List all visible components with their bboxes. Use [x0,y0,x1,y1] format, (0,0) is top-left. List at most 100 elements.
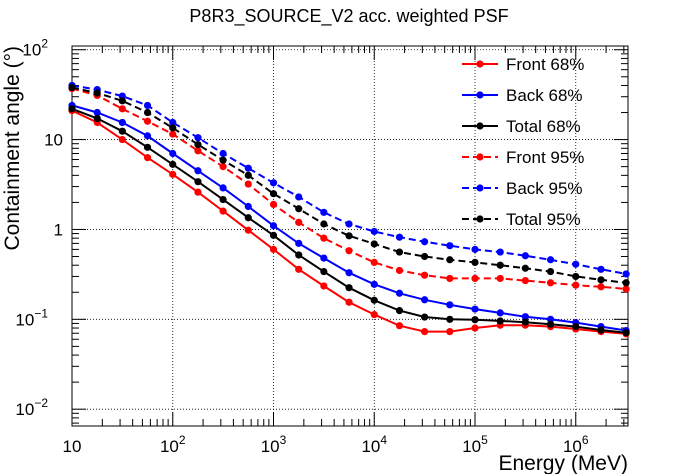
legend-marker [476,122,484,130]
legend-label: Back 68% [506,86,583,105]
data-point [320,234,328,242]
data-point [345,220,353,228]
data-point [68,105,76,113]
data-point [169,118,177,127]
data-point [169,149,177,158]
data-point [269,231,278,239]
legend-label: Front 68% [506,55,584,74]
chart-title: P8R3_SOURCE_V2 acc. weighted PSF [189,6,508,27]
data-point [370,227,378,236]
data-point [143,117,152,125]
data-point [244,202,252,211]
data-point [244,180,252,188]
data-point [471,316,479,324]
legend-label: Front 95% [506,148,584,167]
x-tick-label: 106 [563,433,589,456]
data-point [295,251,303,259]
series-layer [68,81,630,338]
data-point [295,205,303,213]
data-point [244,214,252,222]
y-axis-label: Containment angle (°) [1,46,24,251]
data-point [395,233,404,241]
data-point [420,252,429,261]
data-point [622,270,630,278]
data-point [219,163,227,171]
data-point [597,265,605,273]
legend-marker [476,91,484,99]
data-point [295,193,303,201]
data-point [496,248,504,256]
data-point [420,313,429,321]
data-point [370,280,378,288]
data-point [345,298,353,306]
data-point [446,301,454,309]
y-tick-label: 10−1 [15,306,48,329]
data-point [446,256,454,264]
data-point [143,154,152,162]
data-point [118,135,126,144]
data-point [521,313,529,321]
data-point [194,147,202,155]
data-point [572,322,580,331]
data-point [395,266,404,275]
legend-marker [476,215,484,223]
data-point [143,108,152,117]
legend-label: Total 68% [506,117,581,136]
data-point [194,134,202,142]
data-point [395,307,404,315]
data-point [446,274,454,283]
data-point [345,232,353,240]
y-tick-label: 102 [22,37,48,60]
legend-marker [476,60,484,68]
data-point [420,328,429,336]
data-point [295,265,303,273]
data-point [546,315,555,323]
data-point [194,167,202,175]
data-point [471,274,479,283]
x-tick-label: 10 [63,437,82,456]
data-point [521,264,529,272]
data-point [219,149,227,158]
data-point [496,274,504,283]
data-point [420,296,429,304]
data-point [446,315,454,323]
data-point [546,267,555,276]
data-point [471,258,479,266]
y-tick-labels: 10−2 10−1 1 10 102 [15,37,63,419]
data-point [143,132,152,140]
legend-label: Total 95% [506,210,581,229]
data-point [143,143,152,151]
data-point [219,207,227,215]
legend-label: Back 95% [506,179,583,198]
data-point [521,318,529,326]
data-point [572,260,580,268]
data-point [572,281,580,289]
data-point [471,245,479,253]
legend-item: Total 95% [462,210,581,229]
x-tick-label: 104 [361,433,387,456]
data-point [320,267,328,276]
data-point [370,258,378,266]
data-point [597,276,605,284]
data-point [446,242,454,250]
data-point [521,276,529,285]
data-point [370,310,378,319]
data-point [622,285,630,293]
data-point [597,326,605,334]
data-point [118,97,126,105]
data-point [420,271,429,279]
data-point [597,283,605,291]
data-point [471,324,479,332]
data-point [446,328,454,336]
data-point [370,296,378,304]
x-tick-label: 102 [160,433,186,456]
data-point [546,320,555,328]
data-point [169,160,177,168]
x-tick-labels: 10 102 103 104 105 106 [63,433,589,456]
data-point [295,218,303,226]
data-point [295,239,303,247]
series-total-95- [68,83,630,287]
legend-marker [476,184,484,192]
data-point [244,226,252,234]
